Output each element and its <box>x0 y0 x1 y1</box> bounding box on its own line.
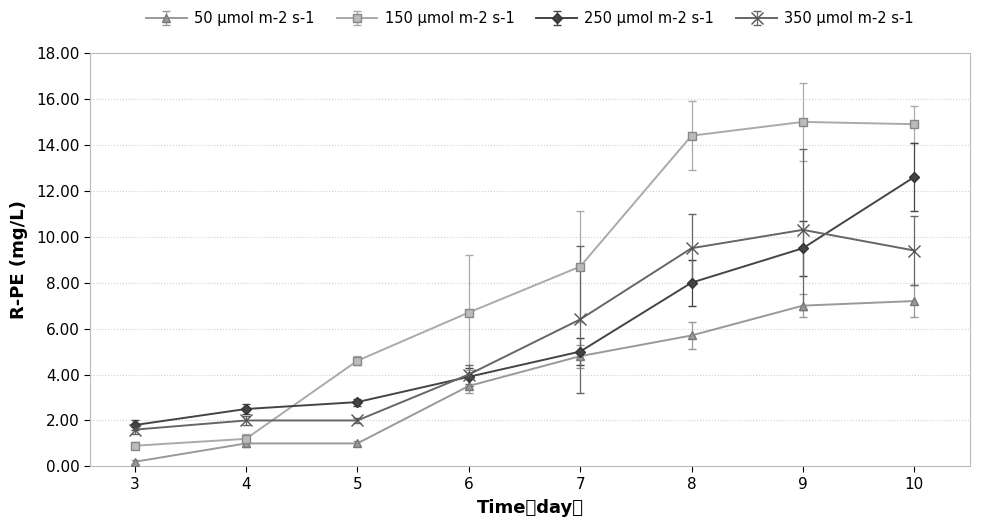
Y-axis label: R-PE (mg/L): R-PE (mg/L) <box>10 200 28 319</box>
X-axis label: Time（day）: Time（day） <box>477 499 584 517</box>
Legend: 50 μmol m-2 s-1, 150 μmol m-2 s-1, 250 μmol m-2 s-1, 350 μmol m-2 s-1: 50 μmol m-2 s-1, 150 μmol m-2 s-1, 250 μ… <box>142 6 918 30</box>
